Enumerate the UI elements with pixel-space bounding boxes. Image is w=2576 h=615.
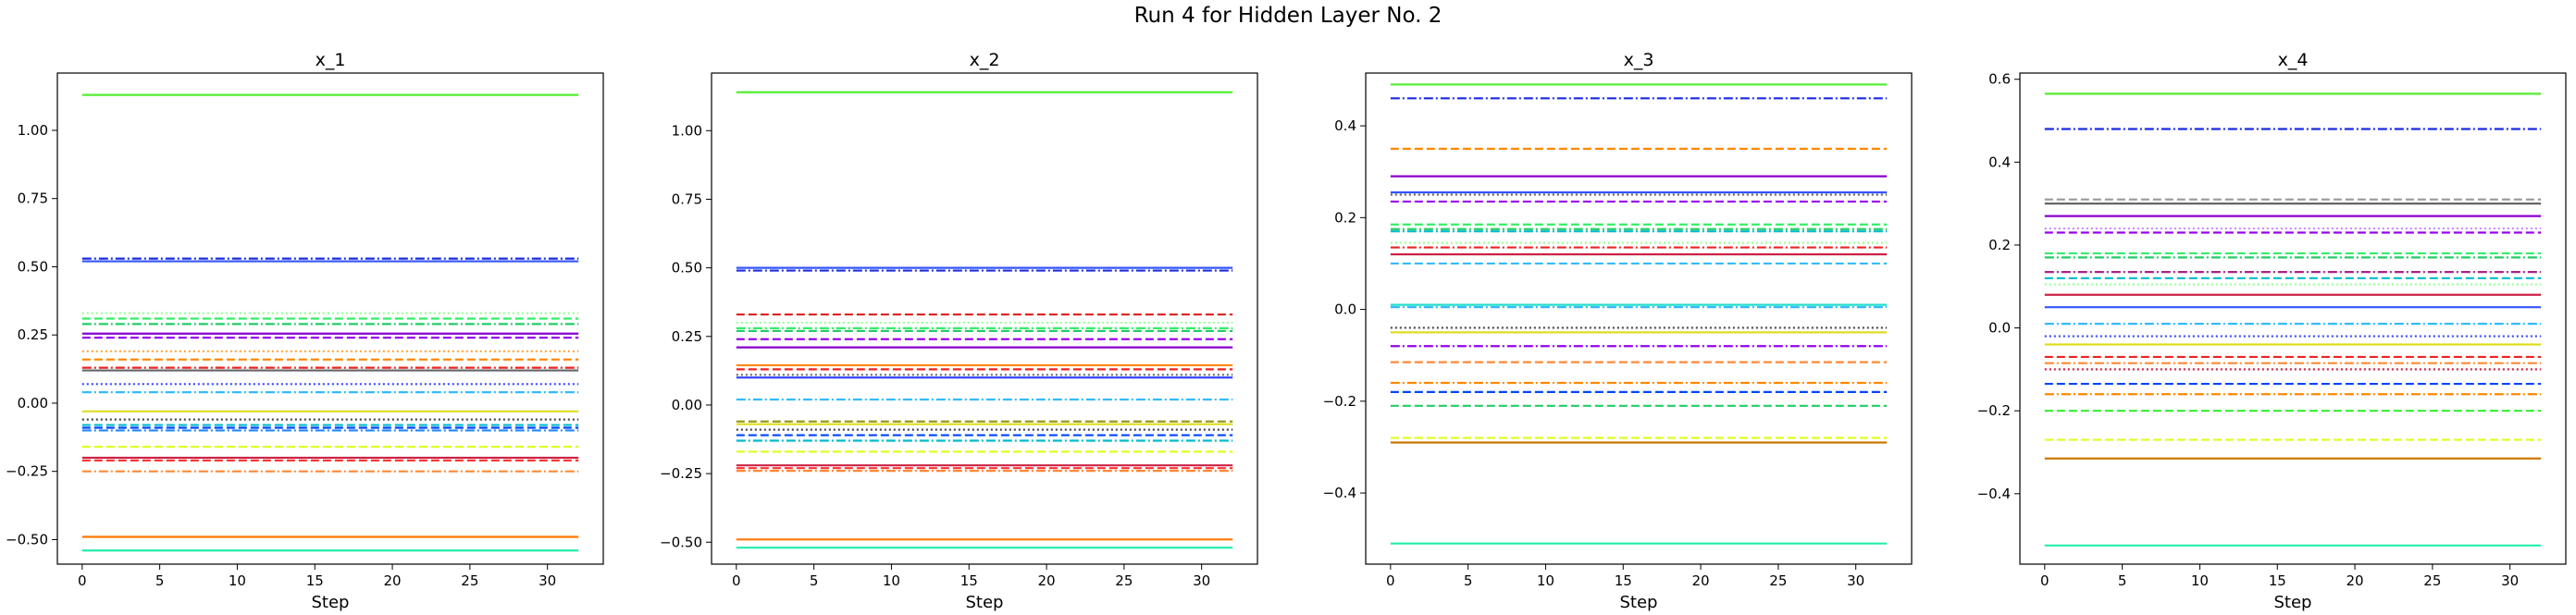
subplot-title: x_2	[970, 50, 1000, 70]
y-tick-label: 0.0	[1334, 301, 1356, 318]
x-tick-label: 30	[1847, 572, 1864, 589]
y-tick-label: −0.2	[1977, 402, 2011, 419]
subplot-title: x_1	[316, 50, 346, 70]
y-tick-label: 0.25	[672, 328, 702, 345]
x-tick-label: 0	[732, 572, 741, 589]
y-tick-label: −0.4	[1977, 486, 2011, 502]
x-tick-label: 0	[1386, 572, 1395, 589]
y-tick-label: 0.0	[1988, 320, 2011, 337]
subplot-title: x_4	[2278, 50, 2309, 70]
y-tick-label: −0.25	[660, 465, 702, 482]
x-tick-label: 10	[1537, 572, 1554, 589]
axes-frame	[2019, 72, 2567, 565]
x-tick-label: 30	[539, 572, 556, 589]
x-tick-label: 20	[1691, 572, 1709, 589]
x-tick-label: 25	[1769, 572, 1787, 589]
axes-frame	[1365, 72, 1913, 565]
x-axis-label: Step	[312, 593, 350, 612]
x-tick-label: 0	[2040, 572, 2050, 589]
x-tick-label: 30	[2501, 572, 2519, 589]
y-tick-label: 0.4	[1988, 154, 2011, 170]
x-tick-label: 25	[461, 572, 478, 589]
x-tick-label: 5	[1464, 572, 1473, 589]
y-tick-label: −0.50	[6, 531, 48, 547]
x-tick-label: 25	[2423, 572, 2441, 589]
x-axis-label: Step	[966, 593, 1004, 612]
x-tick-label: 5	[810, 572, 819, 589]
x-tick-label: 20	[1037, 572, 1055, 589]
y-tick-label: 0.2	[1988, 237, 2011, 253]
x-tick-label: 15	[2269, 572, 2286, 589]
y-tick-label: −0.4	[1323, 485, 1356, 501]
y-tick-label: −0.50	[660, 534, 702, 550]
x-tick-label: 15	[1615, 572, 1632, 589]
x-axis-label: Step	[2274, 593, 2312, 612]
y-tick-label: 0.6	[1988, 71, 2011, 88]
subplot-x-2: 0 5 10 15 20 25 30 −0.50 −0.25 0.00 0.25 0.50 0.75 1.…	[660, 50, 1258, 612]
y-tick-label: 1.00	[672, 122, 702, 139]
subplot-title: x_3	[1624, 50, 1654, 70]
x-tick-label: 15	[960, 572, 978, 589]
figure-suptitle: Run 4 for Hidden Layer No. 2	[1133, 4, 1443, 28]
y-tick-label: 0.50	[672, 260, 702, 277]
y-tick-label: 0.00	[672, 397, 702, 413]
x-tick-label: 10	[2191, 572, 2209, 589]
subplot-x-3: 0 5 10 15 20 25 30 −0.4 −0.2 0.0 0.2 0.4 x_3 Step	[1323, 50, 1913, 612]
y-tick-label: 0.25	[18, 326, 48, 343]
x-tick-label: 25	[1115, 572, 1133, 589]
subplot-x-1: 0 5 10 15 20 25 30 −0.50 −0.25 0.00 0.25 0.50 0.75 1.…	[6, 50, 604, 612]
axes-frame	[56, 72, 604, 565]
y-tick-label: 1.00	[18, 122, 48, 139]
x-axis-label: Step	[1620, 593, 1658, 612]
subplot-x-4: 0 5 10 15 20 25 30 −0.4 −0.2 0.0 0.2 0.4 0.6 x_4 Step	[1977, 50, 2567, 612]
y-tick-label: 0.2	[1334, 209, 1356, 226]
x-tick-label: 0	[78, 572, 87, 589]
y-tick-label: 0.50	[18, 258, 48, 275]
x-tick-label: 10	[229, 572, 246, 589]
y-tick-label: 0.75	[18, 191, 48, 207]
x-tick-label: 30	[1193, 572, 1210, 589]
x-tick-label: 5	[2118, 572, 2127, 589]
y-tick-label: 0.00	[18, 395, 48, 412]
x-tick-label: 10	[883, 572, 900, 589]
y-tick-label: 0.75	[672, 191, 702, 207]
x-tick-label: 20	[2346, 572, 2363, 589]
x-tick-label: 5	[155, 572, 165, 589]
x-tick-label: 20	[383, 572, 401, 589]
x-tick-label: 15	[306, 572, 324, 589]
y-tick-label: −0.2	[1323, 393, 1356, 410]
y-tick-label: 0.4	[1334, 117, 1356, 134]
axes-frame	[711, 72, 1258, 565]
y-tick-label: −0.25	[6, 463, 48, 480]
